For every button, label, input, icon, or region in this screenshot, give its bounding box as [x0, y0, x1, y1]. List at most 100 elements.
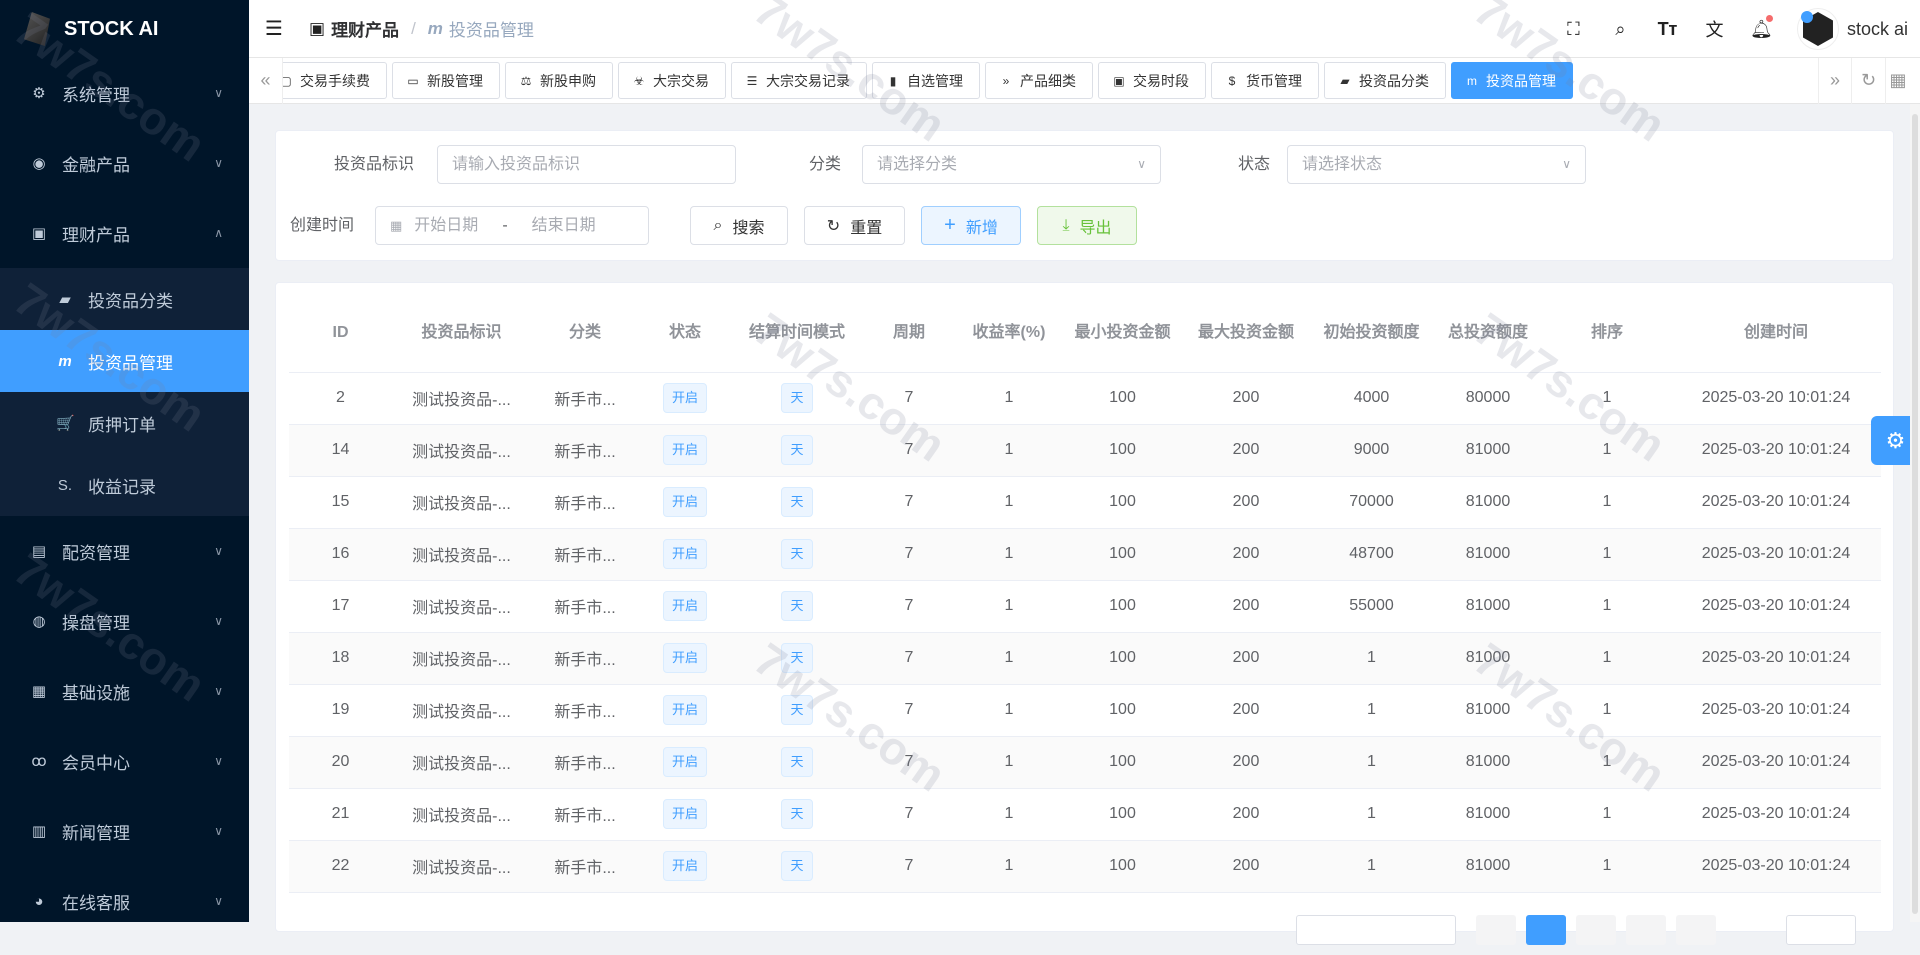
column-header[interactable]: 分类	[531, 295, 639, 373]
tab-item[interactable]: ☰ 大宗交易记录	[731, 62, 867, 99]
column-header[interactable]: 投资品标识	[392, 295, 531, 373]
scroll-right-button[interactable]: »	[1818, 57, 1852, 104]
category-select[interactable]: 请选择分类 ∨	[862, 145, 1161, 184]
sidebar-subitem[interactable]: 🛒 质押订单	[0, 392, 249, 454]
table-row[interactable]: 22 测试投资品-... 新手市... 开启天 7 1 100 200 1 81000 1 2025-…	[289, 840, 1881, 893]
gear-icon: ⚙	[32, 85, 46, 102]
table-row[interactable]: 16 测试投资品-... 新手市... 开启天 7 1 100 200 48700 81000 1 2…	[289, 528, 1881, 581]
table-cell: 测试投资品-...	[392, 684, 531, 737]
add-label: 新增	[965, 219, 998, 237]
translate-icon[interactable]: 文	[1705, 20, 1724, 40]
sidebar-item-label: 会员中心	[62, 753, 130, 773]
tab-item[interactable]: ⚖ 新股申购	[505, 62, 613, 99]
id-input[interactable]: 请输入投资品标识	[437, 145, 736, 184]
status-select[interactable]: 请选择状态 ∨	[1287, 145, 1586, 184]
tab-item[interactable]: ▢ 交易手续费	[283, 62, 387, 99]
table-cell: 100	[1063, 580, 1182, 633]
sidebar-item[interactable]: ◕ 在线客服 ∨	[0, 866, 249, 922]
export-button[interactable]: ⤓ 导出	[1037, 206, 1137, 245]
table-row[interactable]: 19 测试投资品-... 新手市... 开启天 7 1 100 200 1 81000 1 2025-…	[289, 684, 1881, 737]
grid-menu-button[interactable]: ▦	[1889, 70, 1907, 90]
tab-item[interactable]: m 投资品管理	[1451, 62, 1573, 99]
column-header[interactable]: ID	[289, 295, 392, 373]
column-header[interactable]: 周期	[863, 295, 955, 373]
column-header[interactable]: 最小投资金额	[1063, 295, 1182, 373]
next-page-button[interactable]	[1676, 915, 1716, 945]
sidebar-item[interactable]: ꝏ 会员中心 ∨	[0, 726, 249, 796]
table-row[interactable]: 21 测试投资品-... 新手市... 开启天 7 1 100 200 1 81000 1 2025-…	[289, 788, 1881, 841]
column-header[interactable]: 最大投资金额	[1182, 295, 1310, 373]
table-row[interactable]: 14 测试投资品-... 新手市... 开启天 7 1 100 200 9000 81000 1 20…	[289, 424, 1881, 477]
column-header[interactable]: 总投资额度	[1433, 295, 1543, 373]
refresh-button[interactable]: ↻	[1852, 57, 1886, 104]
sidebar-subitem[interactable]: m 投资品管理	[0, 330, 249, 392]
breadcrumb-item[interactable]: 理财产品	[331, 21, 400, 40]
page-1[interactable]	[1526, 915, 1566, 945]
column-header[interactable]: 收益率(%)	[955, 295, 1063, 373]
table-cell: 100	[1063, 684, 1182, 737]
status-badge: 开启	[662, 851, 707, 881]
table-row[interactable]: 15 测试投资品-... 新手市... 开启天 7 1 100 200 70000 81000 1 2…	[289, 476, 1881, 529]
font-size-icon[interactable]: Tт	[1657, 18, 1678, 39]
sidebar-item[interactable]: ▤ 配资管理 ∨	[0, 516, 249, 586]
start-date-input[interactable]: 开始日期	[414, 217, 479, 234]
sidebar-item[interactable]: ▣ 理财产品 ∧	[0, 198, 249, 268]
sidebar-subitem[interactable]: S. 收益记录	[0, 454, 249, 516]
column-header[interactable]: 结算时间模式	[731, 295, 863, 373]
prev-page-button[interactable]	[1476, 915, 1516, 945]
date-range-picker[interactable]: ▦ 开始日期 - 结束日期	[375, 206, 649, 245]
sidebar-subitem[interactable]: ▰ 投资品分类	[0, 268, 249, 330]
tab-item[interactable]: ☣ 大宗交易	[618, 62, 726, 99]
tab-item[interactable]: $ 货币管理	[1211, 62, 1319, 99]
page-3[interactable]	[1626, 915, 1666, 945]
table-cell: 天	[731, 840, 863, 893]
id-label: 投资品标识	[334, 156, 415, 173]
page-size-select[interactable]	[1296, 915, 1456, 945]
table-cell: 200	[1182, 632, 1310, 685]
table-cell: 1	[1543, 580, 1671, 633]
end-date-input[interactable]: 结束日期	[531, 217, 596, 234]
username[interactable]: stock ai	[1846, 18, 1908, 39]
jump-page-input[interactable]	[1786, 915, 1856, 945]
table-row[interactable]: 18 测试投资品-... 新手市... 开启天 7 1 100 200 1 81000 1 2025-…	[289, 632, 1881, 685]
refresh-icon: ↻	[826, 217, 841, 235]
table-cell: 开启	[639, 736, 731, 789]
tab-item[interactable]: » 产品细类	[985, 62, 1093, 99]
tab-item[interactable]: ▮ 自选管理	[872, 62, 980, 99]
sidebar-item[interactable]: ◉ 金融产品 ∨	[0, 128, 249, 198]
sidebar-item[interactable]: ⚙ 系统管理 ∨	[0, 58, 249, 128]
tab-label: 货币管理	[1246, 72, 1302, 89]
column-header[interactable]: 初始投资额度	[1310, 295, 1433, 373]
status-badge: 开启	[662, 487, 707, 517]
add-button[interactable]: + 新增	[921, 206, 1021, 245]
table-cell: 1	[1543, 372, 1671, 425]
table-row[interactable]: 17 测试投资品-... 新手市... 开启天 7 1 100 200 55000 81000 1 2…	[289, 580, 1881, 633]
column-header[interactable]: 状态	[639, 295, 731, 373]
sidebar-item[interactable]: ▥ 新闻管理 ∨	[0, 796, 249, 866]
sidebar-item[interactable]: ▦ 基础设施 ∨	[0, 656, 249, 726]
column-header[interactable]: 排序	[1543, 295, 1671, 373]
column-header[interactable]: 创建时间	[1671, 295, 1881, 373]
table-row[interactable]: 2 测试投资品-... 新手市... 开启天 7 1 100 200 4000 80000 1 202…	[289, 372, 1881, 425]
reset-button[interactable]: ↻ 重置	[804, 206, 905, 245]
sidebar-item[interactable]: ◍ 操盘管理 ∨	[0, 586, 249, 656]
table-cell: 200	[1182, 528, 1310, 581]
tab-item[interactable]: ▭ 新股管理	[392, 62, 500, 99]
page-scrollbar[interactable]	[1910, 104, 1920, 922]
search-icon[interactable]: ⌕	[1615, 18, 1626, 39]
table-cell: 天	[731, 528, 863, 581]
scroll-left-button[interactable]: «	[249, 57, 283, 104]
status-label: 状态	[1238, 156, 1271, 173]
page-2[interactable]	[1576, 915, 1616, 945]
avatar[interactable]	[1796, 8, 1839, 50]
table-cell: 200	[1182, 476, 1310, 529]
search-button[interactable]: ⌕ 搜索	[690, 206, 788, 245]
fullscreen-icon[interactable]: ⛶	[1567, 18, 1580, 39]
status-badge: 开启	[662, 383, 707, 413]
tab-item[interactable]: ▣ 交易时段	[1098, 62, 1206, 99]
table-cell: 7	[863, 580, 955, 633]
tab-item[interactable]: ▰ 投资品分类	[1324, 62, 1446, 99]
hamburger-icon[interactable]: ☰	[265, 18, 283, 40]
table-row[interactable]: 20 测试投资品-... 新手市... 开启天 7 1 100 200 1 81000 1 2025-…	[289, 736, 1881, 789]
bell-icon[interactable]: 🔔︎	[1738, 14, 1785, 40]
